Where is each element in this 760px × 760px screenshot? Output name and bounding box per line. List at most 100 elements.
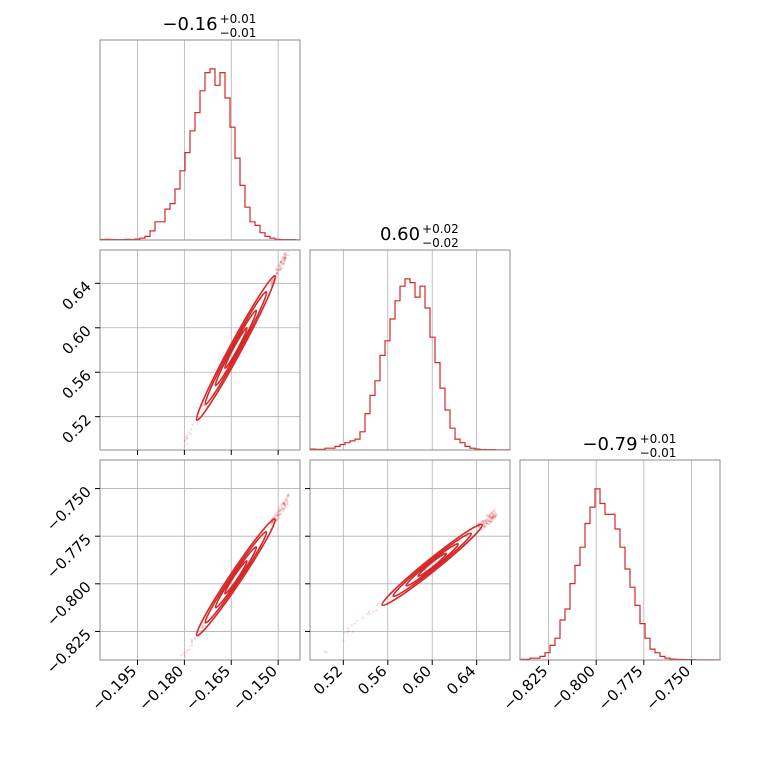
sample-point <box>494 515 497 518</box>
y-tick-label: 0.56 <box>58 366 94 402</box>
sample-point <box>481 528 484 531</box>
sample-point <box>190 641 193 644</box>
sample-point <box>277 269 280 272</box>
sample-point <box>203 625 206 628</box>
sample-point <box>488 519 491 522</box>
sample-point <box>482 520 485 524</box>
sample-point <box>201 624 204 627</box>
sample-point <box>279 268 282 272</box>
x-tick-label: 0.64 <box>443 662 479 698</box>
param-title-minus-2: −0.01 <box>640 446 677 460</box>
sample-point <box>457 540 460 543</box>
sample-point <box>486 519 489 523</box>
sample-point <box>272 276 275 280</box>
y-tick-label: −0.800 <box>43 578 95 630</box>
x-tick-label: −0.165 <box>182 662 234 714</box>
sample-point <box>366 613 369 616</box>
sample-point <box>492 517 495 520</box>
sample-point <box>270 283 273 286</box>
sample-point <box>346 631 349 634</box>
sample-point <box>325 651 328 654</box>
sample-point <box>168 469 170 471</box>
sample-point <box>275 511 278 514</box>
sample-point <box>285 497 288 500</box>
sample-point <box>284 500 288 503</box>
sample-point <box>123 557 125 559</box>
sample-point <box>491 516 494 519</box>
sample-point <box>284 256 287 259</box>
sample-point <box>288 247 290 249</box>
x-tick-label: 0.52 <box>310 662 346 698</box>
sample-point <box>355 619 358 623</box>
sample-point <box>487 520 491 523</box>
sample-point <box>489 521 493 524</box>
sample-point <box>118 752 120 754</box>
sample-point <box>282 262 285 266</box>
sample-point <box>129 738 131 740</box>
sample-point <box>403 586 406 590</box>
sample-point <box>489 513 492 516</box>
sample-point <box>493 515 496 518</box>
sample-point <box>284 255 287 258</box>
sample-point <box>180 662 182 664</box>
sample-point <box>485 522 488 525</box>
sample-point <box>488 513 492 517</box>
sample-point <box>136 721 138 723</box>
sample-point <box>141 714 143 716</box>
sample-point <box>145 511 147 513</box>
sample-point <box>494 515 497 519</box>
sample-point <box>277 514 280 517</box>
sample-point <box>481 519 484 522</box>
sample-point <box>149 507 151 509</box>
sample-point <box>477 521 480 525</box>
sample-point <box>165 479 167 481</box>
param-title-plus-0: +0.01 <box>220 12 257 26</box>
sample-point <box>274 514 277 517</box>
x-tick-label: −0.800 <box>547 662 599 714</box>
sample-point <box>496 513 499 516</box>
sample-point <box>103 586 105 588</box>
sample-point <box>278 264 282 267</box>
sample-point <box>275 518 278 521</box>
sample-point <box>489 515 493 519</box>
sample-point <box>277 264 280 267</box>
sample-point <box>179 664 181 666</box>
sample-point <box>284 504 287 507</box>
sample-point <box>488 515 491 519</box>
sample-point <box>281 502 285 505</box>
sample-point <box>489 520 492 523</box>
sample-point <box>282 256 285 259</box>
sample-point <box>276 272 279 275</box>
sample-point <box>284 505 287 508</box>
y-tick-label: −0.750 <box>43 483 95 535</box>
sample-point <box>144 515 146 517</box>
sample-point <box>486 517 489 520</box>
panel-frame <box>309 249 511 451</box>
x-tick-label: −0.150 <box>229 662 281 714</box>
sample-point <box>284 252 287 255</box>
panel-content <box>310 460 510 660</box>
sample-point <box>412 578 415 581</box>
sample-point <box>278 510 281 513</box>
sample-point <box>280 512 283 515</box>
sample-point <box>343 631 346 634</box>
sample-point <box>484 524 487 527</box>
sample-point <box>270 522 273 525</box>
sample-point <box>201 626 204 629</box>
sample-point <box>275 518 278 522</box>
sample-point <box>271 520 274 524</box>
sample-point <box>283 503 286 507</box>
sample-point <box>283 257 287 260</box>
sample-point <box>277 514 280 517</box>
sample-point <box>485 518 488 522</box>
sample-point <box>494 511 497 515</box>
sample-point <box>354 622 357 625</box>
sample-point <box>190 638 193 641</box>
sample-point <box>485 521 488 524</box>
sample-point <box>271 281 274 284</box>
sample-point <box>485 514 488 517</box>
x-tick-label: 0.60 <box>399 662 435 698</box>
sample-point <box>124 554 126 556</box>
sample-point <box>281 256 284 259</box>
sample-point <box>270 280 273 283</box>
